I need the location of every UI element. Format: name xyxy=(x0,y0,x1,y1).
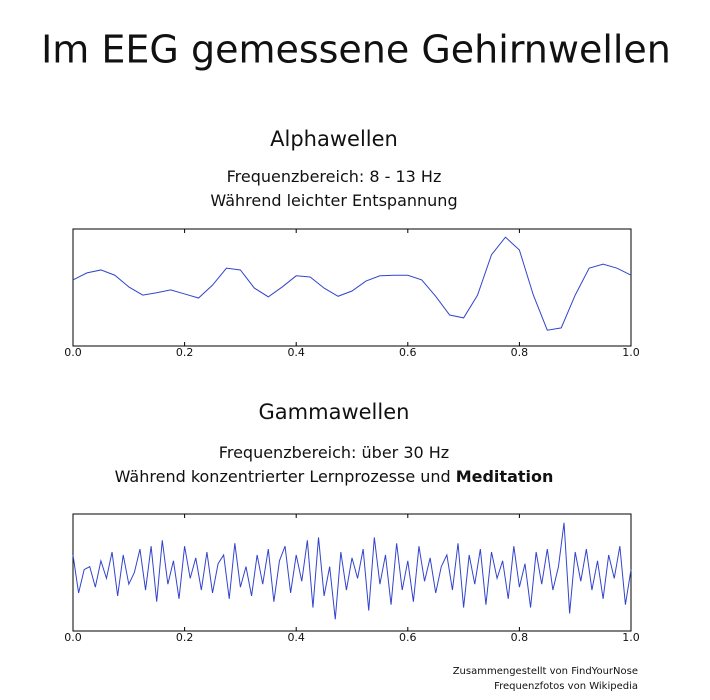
page-title: Im EEG gemessene Gehirnwellen xyxy=(41,28,671,72)
subtitle-run: Während leichter Entspannung xyxy=(210,191,457,210)
subtitle-run: Während konzentrierter Lernprozesse und xyxy=(115,467,451,486)
x-tick-label: 0.0 xyxy=(64,631,82,644)
chart-subtitle: Während konzentrierter Lernprozesse und M… xyxy=(115,467,554,486)
x-tick-label: 0.8 xyxy=(511,631,529,644)
x-tick-label: 0.2 xyxy=(176,631,194,644)
chart-subtitle: Während leichter Entspannung xyxy=(210,191,457,210)
x-tick-label: 0.4 xyxy=(287,631,305,644)
chart-subtitle: Frequenzbereich: über 30 Hz xyxy=(219,443,449,462)
chart-title: Alphawellen xyxy=(270,127,398,151)
subtitle-run: Frequenzbereich: über 30 Hz xyxy=(219,443,449,462)
chart-title: Gammawellen xyxy=(259,400,410,424)
credit: Zusammengestellt von FindYourNose xyxy=(453,666,638,677)
x-tick-label: 0.4 xyxy=(287,346,305,359)
credit: Frequenzfotos von Wikipedia xyxy=(494,681,638,692)
x-tick-label: 0.6 xyxy=(399,346,417,359)
subtitle-run: Frequenzbereich: 8 - 13 Hz xyxy=(227,167,442,186)
plot-frame xyxy=(72,228,632,347)
wave-line xyxy=(72,522,632,620)
x-tick-label: 0.6 xyxy=(399,631,417,644)
x-tick-label: 0.0 xyxy=(64,346,82,359)
wave-line xyxy=(72,236,632,331)
x-tick-label: 0.2 xyxy=(176,346,194,359)
x-tick-label: 0.8 xyxy=(511,346,529,359)
plot-frame xyxy=(72,513,632,632)
subtitle-run: Meditation xyxy=(456,467,554,486)
x-tick-label: 1.0 xyxy=(622,631,640,644)
x-tick-label: 1.0 xyxy=(622,346,640,359)
chart-subtitle: Frequenzbereich: 8 - 13 Hz xyxy=(227,167,442,186)
